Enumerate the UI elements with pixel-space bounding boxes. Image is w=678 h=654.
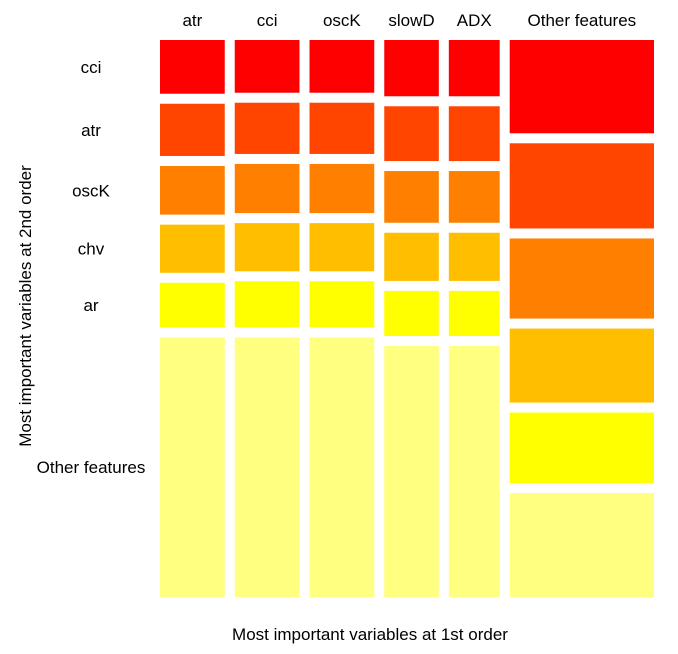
tile-3-0 [384,40,439,97]
tile-5-4 [509,412,654,484]
x-tick-label: cci [257,11,278,30]
y-tick-label: chv [78,240,105,259]
y-tick-label: Other features [37,458,146,477]
x-tick-label: ADX [457,11,492,30]
tile-3-2 [384,171,439,223]
tile-2-0 [309,40,375,93]
tile-5-0 [509,40,654,134]
y-tick-labels: cci atr oscK chv ar Other features [37,58,146,477]
tile-0-2 [160,165,225,215]
tile-5-1 [509,143,654,229]
x-tick-label: atr [182,11,202,30]
y-tick-label: oscK [72,181,110,200]
tile-3-3 [384,232,439,281]
tile-1-4 [234,281,300,328]
x-tick-label: slowD [388,11,434,30]
tile-4-0 [448,40,500,97]
tile-3-5 [384,346,439,598]
tile-3-1 [384,106,439,162]
x-axis-label: Most important variables at 1st order [232,625,508,644]
tile-4-1 [448,106,500,162]
tile-2-5 [309,337,375,597]
x-tick-label: Other features [528,11,637,30]
tile-1-3 [234,223,300,272]
tile-0-3 [160,224,225,273]
tile-2-1 [309,102,375,154]
tile-0-5 [160,337,225,597]
x-tick-label: oscK [323,11,361,30]
y-axis-label: Most important variables at 2nd order [16,165,35,447]
tile-4-5 [448,346,500,598]
tile-4-4 [448,290,500,337]
y-tick-label: atr [81,121,101,140]
tile-5-2 [509,238,654,319]
tile-4-3 [448,232,500,281]
tile-2-3 [309,223,375,272]
tile-5-3 [509,328,654,403]
tile-1-1 [234,102,300,154]
x-tick-labels: atr cci oscK slowD ADX Other features [182,11,636,30]
tile-5-5 [509,493,654,597]
mosaic-tiles [160,40,654,598]
tile-3-4 [384,290,439,337]
y-tick-label: ar [83,296,98,315]
tile-0-4 [160,282,225,328]
tile-1-0 [234,40,300,93]
tile-1-5 [234,337,300,597]
tile-2-2 [309,163,375,214]
y-tick-label: cci [81,58,102,77]
tile-2-4 [309,281,375,328]
tile-4-2 [448,171,500,223]
tile-0-0 [160,40,225,94]
tile-1-2 [234,163,300,214]
tile-0-1 [160,103,225,156]
